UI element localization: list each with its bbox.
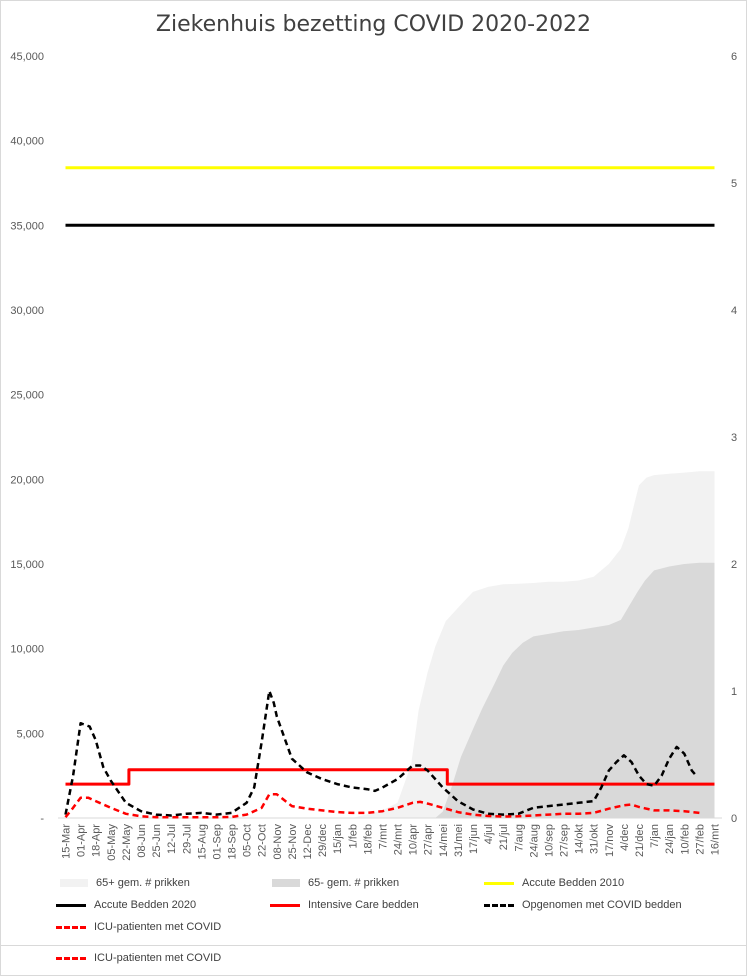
legend-item-icu-1: ICU-patienten met COVID	[56, 918, 221, 936]
y-left-tick-label: 5,000	[16, 728, 44, 740]
x-tick-label: 01-Sep	[212, 824, 224, 859]
legend-item-65plus: 65+ gem. # prikken	[60, 874, 190, 892]
x-tick-label: 21/dec	[634, 824, 646, 858]
x-tick-label: 7/jan	[649, 824, 661, 848]
x-tick-label: 18-Apr	[91, 824, 103, 857]
x-tick-label: 4/dec	[619, 824, 631, 851]
x-tick-label: 31/mei	[453, 824, 465, 857]
x-tick-label: 27/feb	[694, 824, 706, 855]
x-tick-label: 17/jun	[468, 824, 480, 854]
series-line-opgenomen-met-covid-bedden-5	[64, 689, 698, 817]
y-left-tick-label: 40,000	[10, 136, 44, 148]
x-tick-label: 27/sep	[559, 824, 571, 857]
x-tick-label: 31/okt	[589, 824, 601, 854]
legend-item-icu-2: ICU-patienten met COVID	[56, 949, 221, 967]
x-tick-label: 05-Oct	[242, 824, 254, 857]
x-tick-label: 27/apr	[423, 824, 435, 856]
y-right-tick-label: 4	[731, 305, 737, 317]
x-tick-label: 24/jan	[664, 824, 676, 854]
x-tick-label: 7/mrt	[378, 824, 390, 849]
x-tick-label: 14/mei	[438, 824, 450, 857]
legend-swatch-65min	[272, 879, 300, 887]
legend-label-accute-2010: Accute Bedden 2010	[522, 877, 625, 889]
x-tick-label: 18/feb	[362, 824, 374, 855]
x-tick-label: 15-Aug	[196, 824, 208, 859]
legend-item-accute-2020: Accute Bedden 2020	[56, 896, 196, 914]
legend-label-icu-2: ICU-patienten met COVID	[94, 952, 222, 964]
legend-swatch-accute-2020	[56, 903, 86, 907]
x-tick-label: 15/jan	[332, 824, 344, 854]
x-tick-label: 14/okt	[574, 824, 586, 854]
x-tick-label: 10/sep	[544, 824, 556, 857]
legend-item-opgenomen: Opgenomen met COVID bedden	[484, 896, 682, 914]
x-tick-label: 22-May	[121, 824, 133, 861]
y-left-tick-label: 15,000	[10, 559, 44, 571]
x-tick-label: 08-Nov	[272, 824, 284, 860]
series-line-intensive-care-bedden-4	[65, 768, 715, 786]
x-tick-label: 24/aug	[528, 824, 540, 858]
x-tick-label: 12-Jul	[166, 824, 178, 854]
x-tick-label: 16/mrt	[710, 824, 722, 855]
x-tick-label: 1/feb	[347, 824, 359, 848]
x-tick-label: 17/nov	[604, 824, 616, 858]
legend-label-opgenomen: Opgenomen met COVID bedden	[522, 899, 682, 911]
legend-label-ic-bedden: Intensive Care bedden	[308, 899, 419, 911]
x-tick-label: 4/jul	[483, 824, 495, 844]
y-left-tick-label: 30,000	[10, 305, 44, 317]
x-tick-label: 21/jul	[498, 824, 510, 850]
x-tick-label: 7/aug	[513, 824, 525, 852]
x-tick-label: 18-Sep	[227, 824, 239, 859]
chart-title: Ziekenhuis bezetting COVID 2020-2022	[155, 12, 592, 37]
legend-swatch-accute-2010	[484, 881, 514, 885]
y-right-tick-label: 5	[731, 178, 737, 190]
legend-swatch-icu-2	[56, 956, 86, 960]
legend-swatch-icu-1	[56, 925, 86, 929]
legend-swatch-65plus	[60, 879, 88, 887]
legend-label-icu-1: ICU-patienten met COVID	[94, 921, 222, 933]
x-tick-label: 29-Jul	[181, 824, 193, 854]
y-right-tick-label: 2	[731, 559, 737, 571]
series-area-65-gem-prikken	[435, 562, 715, 818]
legend-label-65plus: 65+ gem. # prikken	[96, 877, 190, 889]
legend-item-65min: 65- gem. # prikken	[272, 874, 399, 892]
y-left-tick-label: 20,000	[10, 474, 44, 486]
legend-divider	[0, 945, 747, 946]
x-tick-label: 24/mrt	[393, 824, 405, 855]
y-right-tick-label: 6	[731, 51, 737, 63]
x-tick-label: 05-May	[106, 824, 118, 861]
y-right-tick-label: 0	[731, 813, 737, 825]
y-left-tick-label: -	[40, 813, 44, 825]
legend-swatch-opgenomen	[484, 903, 514, 907]
legend-swatch-ic-bedden	[270, 903, 300, 907]
x-tick-label: 25-Nov	[287, 824, 299, 860]
y-right-tick-label: 3	[731, 432, 737, 444]
x-tick-label: 15-Mar	[61, 824, 73, 859]
legend-item-accute-2010: Accute Bedden 2010	[484, 874, 624, 892]
x-tick-label: 10/feb	[679, 824, 691, 855]
y-right-tick-label: 1	[731, 686, 737, 698]
x-tick-label: 12-Dec	[302, 824, 314, 860]
y-left-tick-label: 45,000	[10, 51, 44, 63]
y-left-tick-label: 10,000	[10, 644, 44, 656]
series-line-icu-patienten-met-covid-6	[64, 793, 700, 819]
x-tick-label: 29/dec	[317, 824, 329, 858]
legend-label-accute-2020: Accute Bedden 2020	[94, 899, 197, 911]
x-tick-label: 10/apr	[408, 824, 420, 856]
x-tick-label: 25-Jun	[151, 824, 163, 858]
legend-label-65min: 65- gem. # prikken	[308, 877, 400, 889]
x-tick-label: 01-Apr	[76, 824, 88, 857]
y-left-tick-label: 25,000	[10, 390, 44, 402]
x-tick-label: 22-Oct	[257, 824, 269, 857]
y-left-tick-label: 35,000	[10, 220, 44, 232]
x-tick-label: 08-Jun	[136, 824, 148, 858]
legend-item-ic-bedden: Intensive Care bedden	[270, 896, 419, 914]
